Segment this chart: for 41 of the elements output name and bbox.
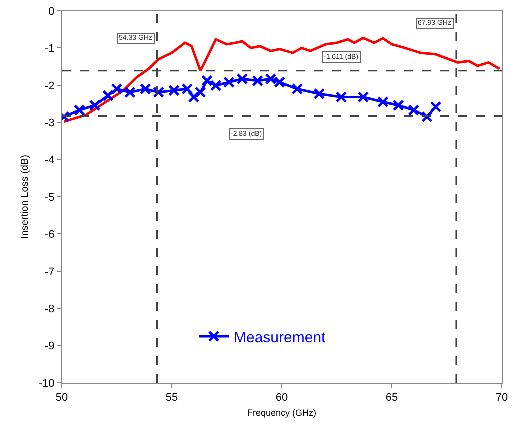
point: [140, 83, 152, 95]
x-axis-title: Frequency (GHz): [247, 408, 317, 418]
x-tick-label: 60: [276, 392, 288, 404]
y-axis-title: Insertion Loss (dB): [20, 155, 31, 239]
point: [102, 90, 114, 102]
point: [292, 83, 304, 95]
y-tick-label: -2: [45, 80, 55, 92]
legend-label: Measurement: [234, 329, 327, 346]
y-tick-label: 0: [48, 6, 55, 18]
point: [408, 104, 420, 116]
y-tick-label: -8: [45, 303, 55, 316]
point: [392, 100, 404, 112]
y-tick-label: -5: [45, 192, 55, 204]
y-tick-label: -10: [38, 378, 55, 390]
y-tick-label: -9: [45, 340, 55, 353]
point: [314, 88, 326, 100]
x-tick-label: 65: [386, 392, 398, 404]
point: [111, 83, 123, 95]
point: [223, 76, 235, 88]
y-tick-label: -3: [45, 117, 55, 130]
line-series: [62, 36, 502, 124]
point: [236, 73, 248, 85]
point: [188, 92, 200, 104]
y-tick-label: -7: [45, 266, 55, 278]
x-tick-label: 70: [496, 392, 508, 404]
point: [430, 101, 442, 113]
point: [252, 75, 264, 87]
y-tick-label: -4: [45, 154, 55, 167]
x-tick-label: 55: [166, 392, 178, 404]
point: [210, 80, 222, 92]
point: [89, 100, 101, 112]
point: [377, 96, 389, 108]
point: [124, 86, 136, 98]
point: [74, 104, 86, 116]
point: [358, 92, 370, 104]
point: [194, 86, 206, 98]
x-tick-label: 50: [56, 392, 68, 404]
point: [201, 75, 213, 87]
y-tick-label: -1: [45, 43, 55, 56]
y-tick-label: -6: [45, 229, 55, 242]
point: [336, 92, 348, 104]
